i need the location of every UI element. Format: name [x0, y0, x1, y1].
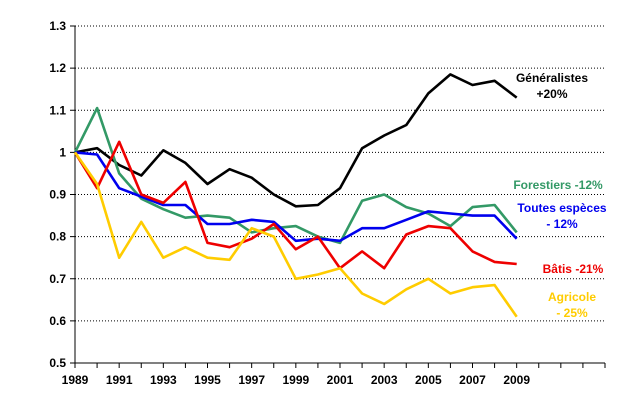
series-line-agricole: [73, 151, 518, 318]
y-tick-label: 0.6: [49, 314, 66, 328]
annotation-agricole: - 25%: [556, 306, 588, 320]
y-tick-label: 1.1: [49, 103, 66, 117]
annotation-generalistes: +20%: [536, 87, 567, 101]
annotation-batis: Bâtis -21%: [543, 262, 604, 276]
x-tick-label: 1997: [238, 373, 265, 387]
series-line-batis: [73, 140, 517, 270]
x-tick-label: 2005: [415, 373, 442, 387]
x-tick-label: 2003: [371, 373, 398, 387]
y-tick-label: 0.9: [49, 188, 66, 202]
y-tick-label: 0.5: [49, 356, 66, 370]
y-tick-label: 0.7: [49, 272, 66, 286]
x-tick-label: 1989: [62, 373, 89, 387]
series-line-forestiers: [73, 106, 518, 245]
y-axis-tick-labels: 0.5 0.6 0.7 0.8 0.9 1 1.1 1.2 1.3: [49, 19, 66, 370]
series-line-generalistes: [74, 73, 518, 208]
annotation-toutes: - 12%: [546, 217, 578, 231]
x-axis-tick-labels: 1989 1991 1993 1995 1997 1999 2001 2003 2005 2007…: [62, 373, 531, 387]
series-lines: [73, 73, 518, 318]
annotation-toutes: Toutes espèces: [517, 201, 606, 215]
series-line-toutes: [74, 151, 518, 243]
y-tick-label: 1.3: [49, 19, 66, 33]
x-tick-label: 1999: [282, 373, 309, 387]
y-tick-label: 1: [59, 145, 66, 159]
x-tick-label: 1993: [150, 373, 177, 387]
annotation-agricole: Agricole: [548, 290, 596, 304]
x-tick-label: 1991: [106, 373, 133, 387]
x-tick-label: 2009: [503, 373, 530, 387]
y-tick-label: 0.8: [49, 230, 66, 244]
x-tick-label: 1995: [194, 373, 221, 387]
x-tick-label: 2001: [327, 373, 354, 387]
axes: [70, 25, 606, 368]
series-annotations: Généralistes +20% Forestiers -12% Toutes es…: [513, 71, 607, 320]
y-tick-label: 1.2: [49, 61, 66, 75]
x-tick-label: 2007: [459, 373, 486, 387]
gridlines: [75, 25, 605, 322]
annotation-generalistes: Généralistes: [516, 71, 588, 85]
annotation-forestiers: Forestiers -12%: [513, 178, 603, 192]
